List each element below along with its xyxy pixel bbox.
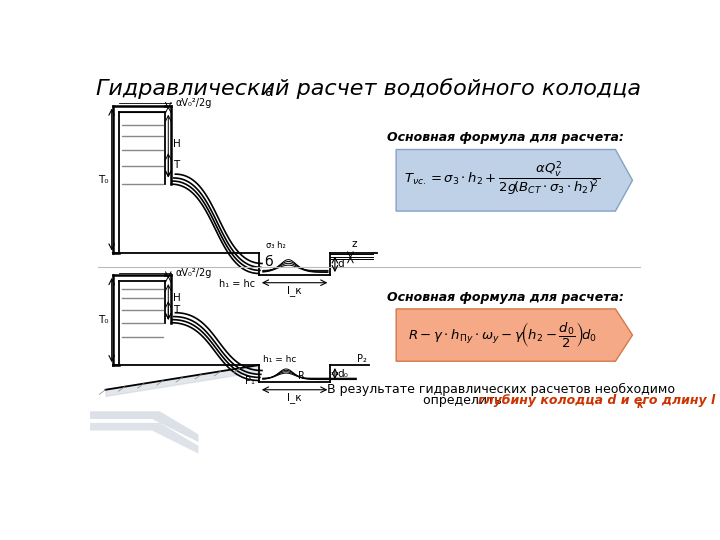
Text: d₀: d₀	[337, 369, 348, 379]
Text: а: а	[264, 85, 273, 99]
Text: z: z	[352, 239, 357, 249]
Text: H: H	[173, 293, 181, 303]
Text: σ₃ h₂: σ₃ h₂	[266, 241, 286, 249]
Text: T: T	[173, 160, 179, 170]
Text: T: T	[173, 306, 179, 315]
Text: l_к: l_к	[287, 392, 302, 403]
Text: глубину колодца d и его длину l: глубину колодца d и его длину l	[477, 394, 715, 408]
Text: Основная формула для расчета:: Основная формула для расчета:	[387, 131, 624, 144]
Text: P₁: P₁	[246, 375, 255, 386]
Text: $R - \gamma \cdot h_{\Pi y} \cdot \omega_y - \gamma \!\left( h_2 - \dfrac{d_0}{2: $R - \gamma \cdot h_{\Pi y} \cdot \omega…	[408, 320, 596, 350]
Text: $T_{\nu c.} = \sigma_3 \cdot h_2 + \dfrac{\alpha Q_v^2}{2g\!\left(B_{CT} \cdot \: $T_{\nu c.} = \sigma_3 \cdot h_2 + \dfra…	[404, 159, 600, 198]
Text: Гидравлический расчет водобойного колодца: Гидравлический расчет водобойного колодц…	[96, 79, 642, 99]
Text: R: R	[298, 371, 305, 381]
Text: h₁ = hc: h₁ = hc	[219, 279, 255, 289]
Polygon shape	[396, 150, 632, 211]
Text: l_к: l_к	[287, 285, 302, 296]
Text: αV₀²/2g: αV₀²/2g	[175, 268, 212, 278]
Text: T₀: T₀	[98, 315, 109, 325]
Text: P₂: P₂	[357, 354, 367, 363]
Text: h₁ = hc: h₁ = hc	[263, 355, 296, 363]
Text: H: H	[173, 139, 181, 149]
Text: к: к	[637, 400, 644, 410]
Polygon shape	[90, 423, 199, 454]
Polygon shape	[396, 309, 632, 361]
Text: αV₀²/2g: αV₀²/2g	[175, 98, 212, 109]
Text: T₀: T₀	[98, 174, 109, 185]
Text: б: б	[264, 255, 273, 269]
Polygon shape	[90, 411, 199, 442]
Text: d: d	[337, 259, 344, 269]
Text: В результате гидравлических расчетов необходимо: В результате гидравлических расчетов нео…	[327, 383, 675, 396]
Text: определить: определить	[423, 394, 506, 408]
Text: Основная формула для расчета:: Основная формула для расчета:	[387, 291, 624, 303]
